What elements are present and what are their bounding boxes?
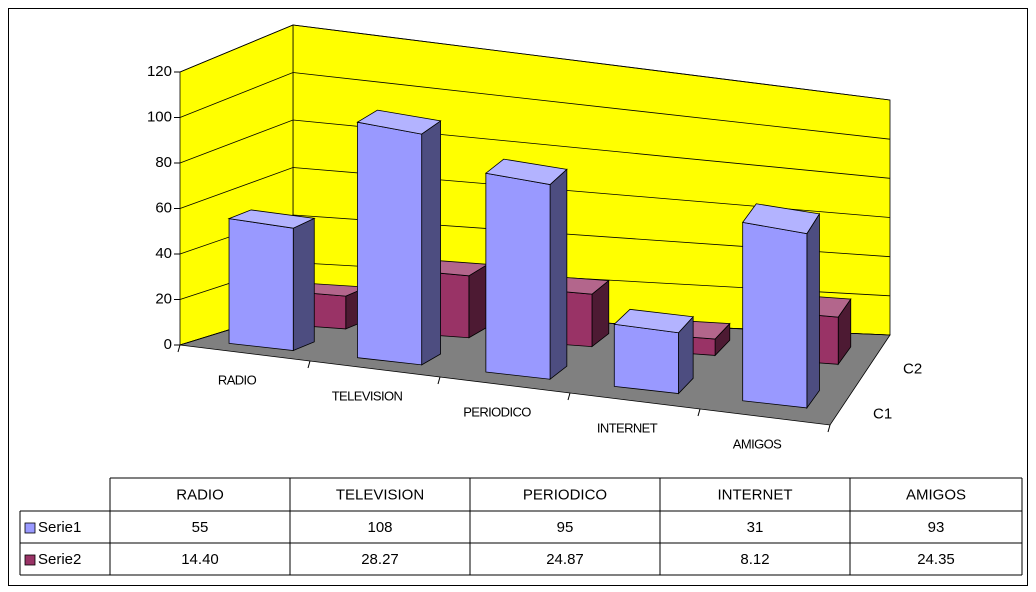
y-tick-label: 100: [147, 108, 172, 125]
bar: [613, 308, 694, 395]
bar-side: [549, 168, 568, 381]
grid-line: [179, 214, 891, 258]
bar-side: [468, 263, 489, 339]
bar-side: [421, 120, 441, 366]
table-cell: 8.12: [740, 551, 769, 568]
table-cell: 31: [747, 519, 764, 536]
bar-side: [806, 212, 820, 410]
bar-side: [292, 217, 315, 352]
table-header: AMIGOS: [906, 486, 966, 503]
bar-top: [613, 308, 694, 334]
bar-front: [742, 221, 808, 409]
x-tick-label: INTERNET: [597, 420, 658, 435]
x-tick: [307, 360, 311, 369]
table-header: INTERNET: [718, 486, 793, 503]
grid-line: [179, 119, 891, 179]
x-tick: [177, 344, 181, 353]
legend-label: Serie2: [38, 551, 81, 568]
y-tick-label: 120: [147, 63, 172, 80]
x-tick: [827, 424, 831, 433]
bar-front: [357, 121, 423, 366]
bar: [356, 109, 442, 366]
x-tick: [567, 392, 571, 401]
table-cell: 28.27: [361, 551, 399, 568]
grid-line: [179, 72, 891, 140]
table-header: RADIO: [176, 486, 224, 503]
table-cell: 95: [557, 519, 574, 536]
y-tick-label: 20: [155, 290, 172, 307]
y-tick-label: 80: [155, 154, 172, 171]
y-tick-label: 40: [155, 245, 172, 262]
bar: [227, 209, 316, 352]
table-header: TELEVISION: [336, 486, 424, 503]
z-tick-label: C2: [903, 360, 922, 377]
bar: [484, 158, 568, 381]
grid-line: [179, 167, 891, 218]
table-header: PERIODICO: [523, 486, 607, 503]
x-tick-label: PERIODICO: [463, 404, 531, 419]
grid-line: [179, 24, 891, 101]
x-tick-label: RADIO: [218, 372, 257, 387]
table-cell: 24.87: [546, 551, 584, 568]
bar-top: [484, 158, 568, 185]
bar-top: [227, 209, 316, 229]
z-tick-label: C1: [873, 405, 892, 422]
bar-front: [228, 218, 294, 351]
table-cell: 93: [928, 519, 945, 536]
x-tick: [697, 408, 701, 417]
table-cell: 108: [367, 519, 392, 536]
legend-key: [24, 554, 36, 566]
bar-top: [356, 109, 442, 135]
legend-key: [24, 522, 36, 534]
x-tick: [437, 376, 441, 385]
x-tick-label: AMIGOS: [733, 436, 782, 451]
table-cell: 24.35: [917, 551, 955, 568]
y-tick-label: 0: [164, 336, 172, 353]
bar-top: [741, 203, 821, 235]
legend-label: Serie1: [38, 519, 81, 536]
table-cell: 14.40: [181, 551, 219, 568]
table-cell: 55: [192, 519, 209, 536]
bar-front: [613, 323, 679, 395]
x-tick-label: TELEVISION: [332, 388, 403, 403]
bar-front: [485, 172, 551, 380]
bar: [741, 203, 821, 410]
y-tick-label: 60: [155, 199, 172, 216]
